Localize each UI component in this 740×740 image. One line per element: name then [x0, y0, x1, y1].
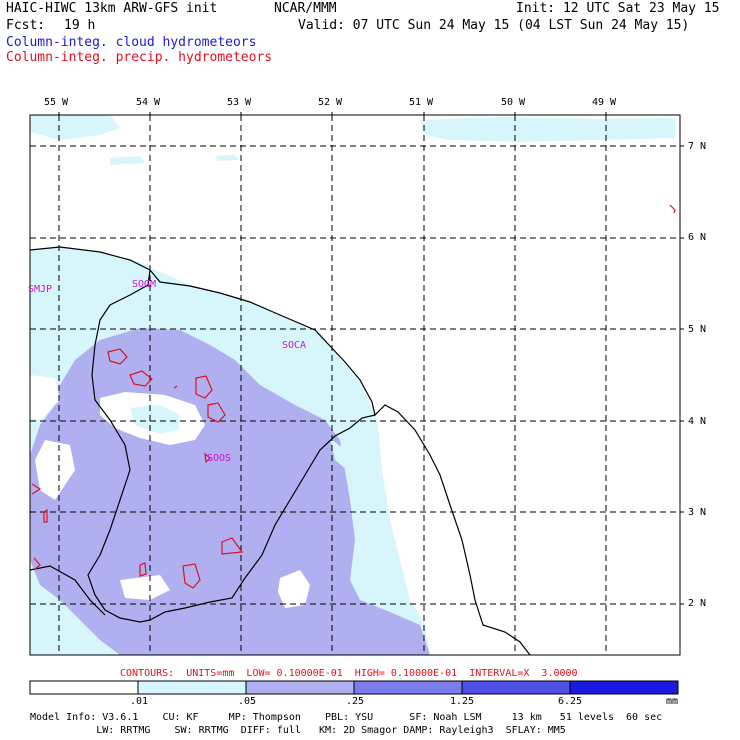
model-title: HAIC-HIWC 13km ARW-GFS init: [6, 1, 218, 16]
station-label: SMJP: [28, 284, 53, 295]
precip-contours: [31, 204, 676, 589]
forecast-label: Fcst:: [6, 18, 46, 33]
lat-label: 6 N: [688, 232, 707, 243]
lon-label: 51 W: [409, 97, 434, 108]
valid-time: Valid: 07 UTC Sun 24 May 15 (04 LST Sun …: [298, 18, 690, 33]
field-precip-label: Column-integ. precip. hydrometeors: [6, 50, 273, 65]
lon-label: 50 W: [501, 97, 526, 108]
init-time: Init: 12 UTC Sat 23 May 15: [516, 1, 720, 16]
colorbar-label: 6.25: [558, 696, 583, 707]
lat-label: 3 N: [688, 507, 707, 518]
colorbar-label: .05: [238, 696, 257, 707]
model-info-line1: Model Info: V3.6.1 CU: KF MP: Thompson P…: [30, 712, 663, 723]
lat-label: 5 N: [688, 324, 707, 335]
colorbar-label: .01: [130, 696, 149, 707]
forecast-hour: 19 h: [64, 18, 96, 33]
colorbar-label: .25: [346, 696, 365, 707]
station-label: SOCA: [282, 340, 307, 351]
field-cloud-label: Column-integ. cloud hydrometeors: [6, 35, 257, 50]
lon-label: 49 W: [592, 97, 617, 108]
graticule: [30, 115, 680, 655]
lat-label: 4 N: [688, 416, 707, 427]
model-info-line2: LW: RRTMG SW: RRTMG DIFF: full KM: 2D Sm…: [30, 725, 566, 736]
lat-label: 2 N: [688, 598, 707, 609]
contours-info: CONTOURS: UNITS=mm LOW= 0.10000E-01 HIGH…: [120, 668, 578, 679]
colorbar-units: mm: [666, 696, 679, 707]
lat-label: 7 N: [688, 141, 707, 152]
station-label: SOOS: [207, 453, 232, 464]
station-label: SOGM: [132, 279, 157, 290]
colorbar: [29, 680, 679, 695]
lon-label: 55 W: [44, 97, 69, 108]
coastline: [30, 246, 531, 655]
lon-label: 52 W: [318, 97, 343, 108]
map-frame: [29, 114, 681, 656]
lon-label: 53 W: [227, 97, 252, 108]
colorbar-label: 1.25: [450, 696, 475, 707]
lon-label: 54 W: [136, 97, 161, 108]
center-label: NCAR/MMM: [274, 1, 337, 16]
